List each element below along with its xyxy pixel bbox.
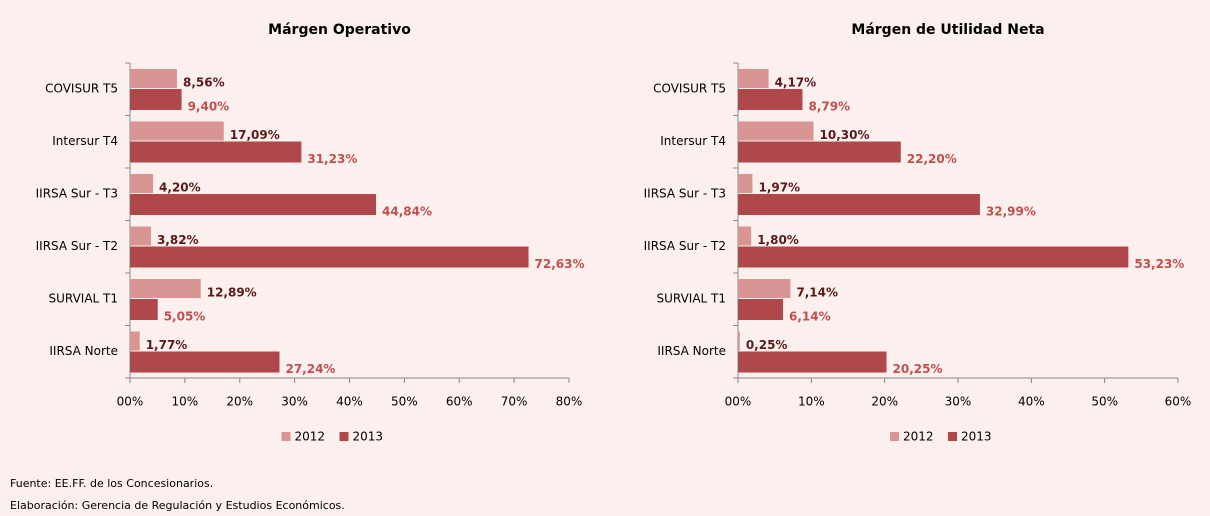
value-label: 1,97% [758,181,800,195]
bar [738,89,803,110]
bar [130,89,182,110]
y-tick-label: COVISUR T5 [653,82,726,96]
value-label: 10,30% [820,128,870,142]
value-label: 1,77% [146,338,188,352]
chart-title: Márgen Operativo [268,22,411,38]
bar [130,351,280,373]
y-tick-label: SURVIAL T1 [48,292,118,306]
value-label: 7,14% [796,286,838,300]
x-tick-label: 70% [501,395,528,409]
bar [130,279,201,298]
x-tick-label: 00% [725,395,752,409]
bar [130,174,154,193]
bar [130,226,151,246]
y-tick-label: IIRSA Sur - T2 [644,239,726,253]
source-note: Fuente: EE.FF. de los Concesionarios. [10,477,213,490]
bar [738,174,753,193]
bar [738,299,784,320]
x-tick-label: 60% [1165,395,1192,409]
bar [130,69,177,88]
legend-label: 2013 [961,430,992,444]
bar [130,331,140,351]
legend-swatch [948,432,957,441]
value-label: 27,24% [285,362,335,376]
legend-label: 2012 [903,430,934,444]
credit-note: Elaboración: Gerencia de Regulación y Es… [10,499,345,512]
x-tick-label: 30% [945,395,972,409]
value-label: 6,14% [789,310,831,324]
y-tick-label: COVISUR T5 [45,82,118,96]
legend-swatch [890,432,899,441]
value-label: 8,56% [183,76,225,90]
bar [130,121,224,141]
legend-label: 2013 [353,430,384,444]
bar [130,141,302,163]
value-label: 4,17% [775,76,817,90]
bar [130,194,377,215]
y-tick-label: IIRSA Norte [49,344,118,358]
legend-swatch [281,432,291,441]
x-tick-label: 50% [1091,395,1118,409]
bar [738,226,752,246]
value-label: 17,09% [230,128,280,142]
value-label: 44,84% [382,205,432,219]
bar [738,69,769,88]
bar [130,299,158,320]
bar [738,246,1129,268]
value-label: 22,20% [907,152,957,166]
chart-title: Márgen de Utilidad Neta [851,22,1044,38]
value-label: 1,80% [757,233,799,247]
y-tick-label: IIRSA Sur - T3 [644,187,726,201]
value-label: 53,23% [1134,257,1184,271]
x-tick-label: 80% [556,395,583,409]
y-tick-label: IIRSA Sur - T3 [36,187,118,201]
y-tick-label: Intersur T4 [52,134,118,148]
x-tick-label: 10% [798,395,825,409]
y-tick-label: SURVIAL T1 [656,292,726,306]
x-tick-label: 40% [1018,395,1045,409]
bar [738,351,887,373]
y-tick-label: IIRSA Norte [657,344,726,358]
y-tick-label: IIRSA Sur - T2 [36,239,118,253]
value-label: 31,23% [307,152,357,166]
x-tick-label: 50% [391,395,418,409]
value-label: 9,40% [188,100,230,114]
bar [738,121,814,141]
bar [738,279,791,298]
bar [738,194,980,215]
x-tick-label: 60% [446,395,473,409]
value-label: 12,89% [207,286,257,300]
value-label: 32,99% [986,205,1036,219]
x-tick-label: 20% [871,395,898,409]
bar [738,141,901,163]
value-label: 4,20% [159,181,201,195]
value-label: 5,05% [164,310,206,324]
legend-swatch [339,432,349,441]
bar [130,246,529,268]
value-label: 72,63% [535,257,585,271]
x-tick-label: 30% [281,395,308,409]
x-tick-label: 40% [336,395,363,409]
bar [738,331,740,351]
value-label: 3,82% [157,233,199,247]
x-tick-label: 10% [172,395,199,409]
y-tick-label: Intersur T4 [660,134,726,148]
value-label: 20,25% [893,362,943,376]
legend-label: 2012 [295,430,326,444]
value-label: 0,25% [746,338,788,352]
x-tick-label: 00% [117,395,144,409]
value-label: 8,79% [808,100,850,114]
x-tick-label: 20% [226,395,253,409]
